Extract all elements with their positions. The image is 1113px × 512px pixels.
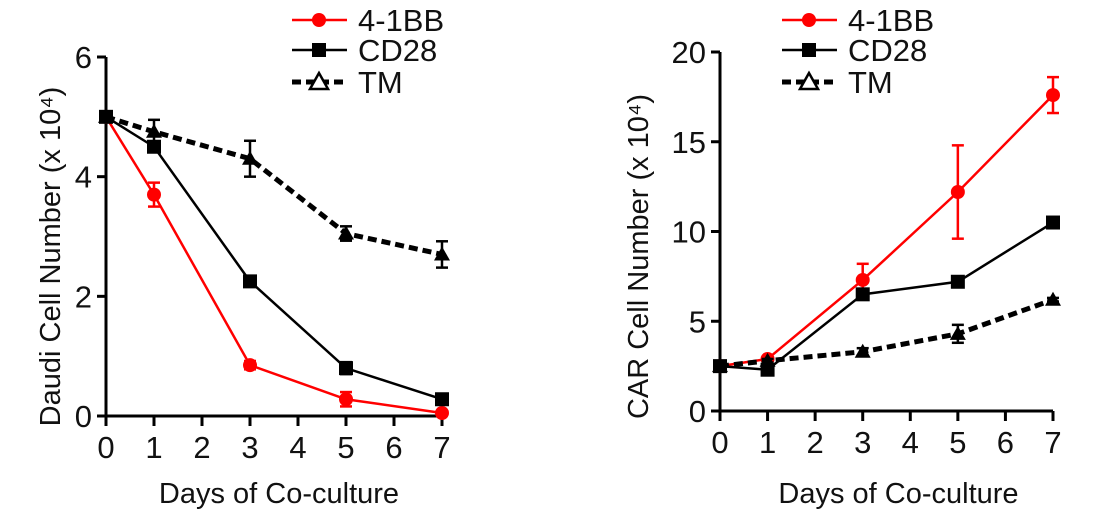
- series-line: [719, 221, 1054, 371]
- x-tick-label: 7: [433, 430, 450, 465]
- x-tick-label: 3: [854, 425, 871, 460]
- legend-marker: [307, 70, 331, 91]
- legend-label: CD28: [848, 33, 927, 68]
- data-point: [434, 246, 450, 261]
- data-point: [712, 358, 728, 373]
- x-tick-label: 0: [97, 430, 114, 465]
- data-point: [339, 392, 353, 407]
- y-tick-label: 0: [689, 394, 706, 429]
- data-point: [855, 287, 870, 302]
- legend-marker: [312, 13, 326, 27]
- x-tick-label: 0: [711, 425, 728, 460]
- x-tick-label: 6: [385, 430, 402, 465]
- data-point: [338, 225, 354, 240]
- legend-label: 4-1BB: [358, 3, 444, 38]
- y-axis-label: CAR Cell Number (x 10⁴): [623, 94, 655, 419]
- data-point: [1045, 291, 1061, 306]
- data-point: [950, 185, 965, 200]
- x-tick-label: 1: [759, 425, 776, 460]
- data-point: [339, 361, 353, 376]
- x-tick-label: 3: [241, 430, 258, 465]
- x-axis-label: Days of Co-culture: [778, 478, 1018, 510]
- legend-label: TM: [358, 65, 403, 100]
- data-point: [242, 150, 258, 165]
- data-point: [854, 343, 871, 358]
- y-axis-label: Daudi Cell Number (x 10⁴): [35, 87, 67, 427]
- legend-label: 4-1BB: [848, 3, 934, 38]
- y-tick-label: 0: [75, 399, 92, 434]
- data-point: [855, 272, 870, 287]
- data-point: [243, 358, 257, 373]
- x-tick-label: 6: [997, 425, 1014, 460]
- legend-item-4-1bb: 4-1BB: [292, 3, 444, 38]
- legend-item-4-1bb: 4-1BB: [782, 3, 934, 38]
- y-tick-label: 5: [689, 304, 706, 339]
- legend-label: TM: [848, 65, 893, 100]
- legend-item-cd28: CD28: [782, 33, 927, 68]
- legend-marker: [797, 70, 821, 91]
- series-cd28: [99, 109, 449, 407]
- x-axis-label: Days of Co-culture: [159, 478, 399, 510]
- series-line: [105, 114, 443, 257]
- series-line: [719, 94, 1054, 368]
- series-line: [104, 116, 443, 415]
- data-point: [147, 187, 161, 202]
- legend-marker: [802, 43, 816, 57]
- data-point: [435, 406, 449, 421]
- data-point: [146, 123, 162, 138]
- data-point: [759, 352, 776, 367]
- x-tick-label: 1: [145, 430, 162, 465]
- x-tick-label: 2: [807, 425, 824, 460]
- x-tick-label: 2: [193, 430, 210, 465]
- x-tick-label: 4: [289, 430, 306, 465]
- x-tick-label: 5: [337, 430, 354, 465]
- data-point: [950, 274, 965, 289]
- legend-marker: [802, 13, 816, 27]
- data-point: [1046, 88, 1060, 103]
- y-tick-label: 2: [75, 279, 92, 314]
- x-tick-label: 5: [949, 425, 966, 460]
- legend-label: CD28: [358, 33, 437, 68]
- data-point: [98, 108, 114, 123]
- series-tm: [712, 291, 1061, 373]
- y-tick-label: 15: [672, 125, 706, 160]
- data-point: [1046, 215, 1060, 230]
- legend-item-cd28: CD28: [292, 33, 437, 68]
- series-line: [105, 115, 443, 401]
- y-tick-label: 20: [672, 35, 706, 70]
- legend-item-tm: TM: [782, 65, 893, 100]
- y-tick-label: 6: [75, 40, 92, 75]
- data-point: [949, 325, 966, 340]
- y-tick-label: 4: [75, 160, 92, 195]
- x-tick-label: 4: [902, 425, 919, 460]
- legend-marker: [312, 43, 326, 57]
- series-tm: [98, 108, 450, 269]
- y-tick-label: 10: [672, 215, 706, 250]
- data-point: [243, 274, 257, 289]
- series-4-1bb: [713, 75, 1060, 374]
- data-point: [435, 392, 449, 407]
- legend-item-tm: TM: [292, 65, 403, 100]
- x-tick-label: 7: [1044, 425, 1061, 460]
- series-4-1bb: [99, 109, 449, 421]
